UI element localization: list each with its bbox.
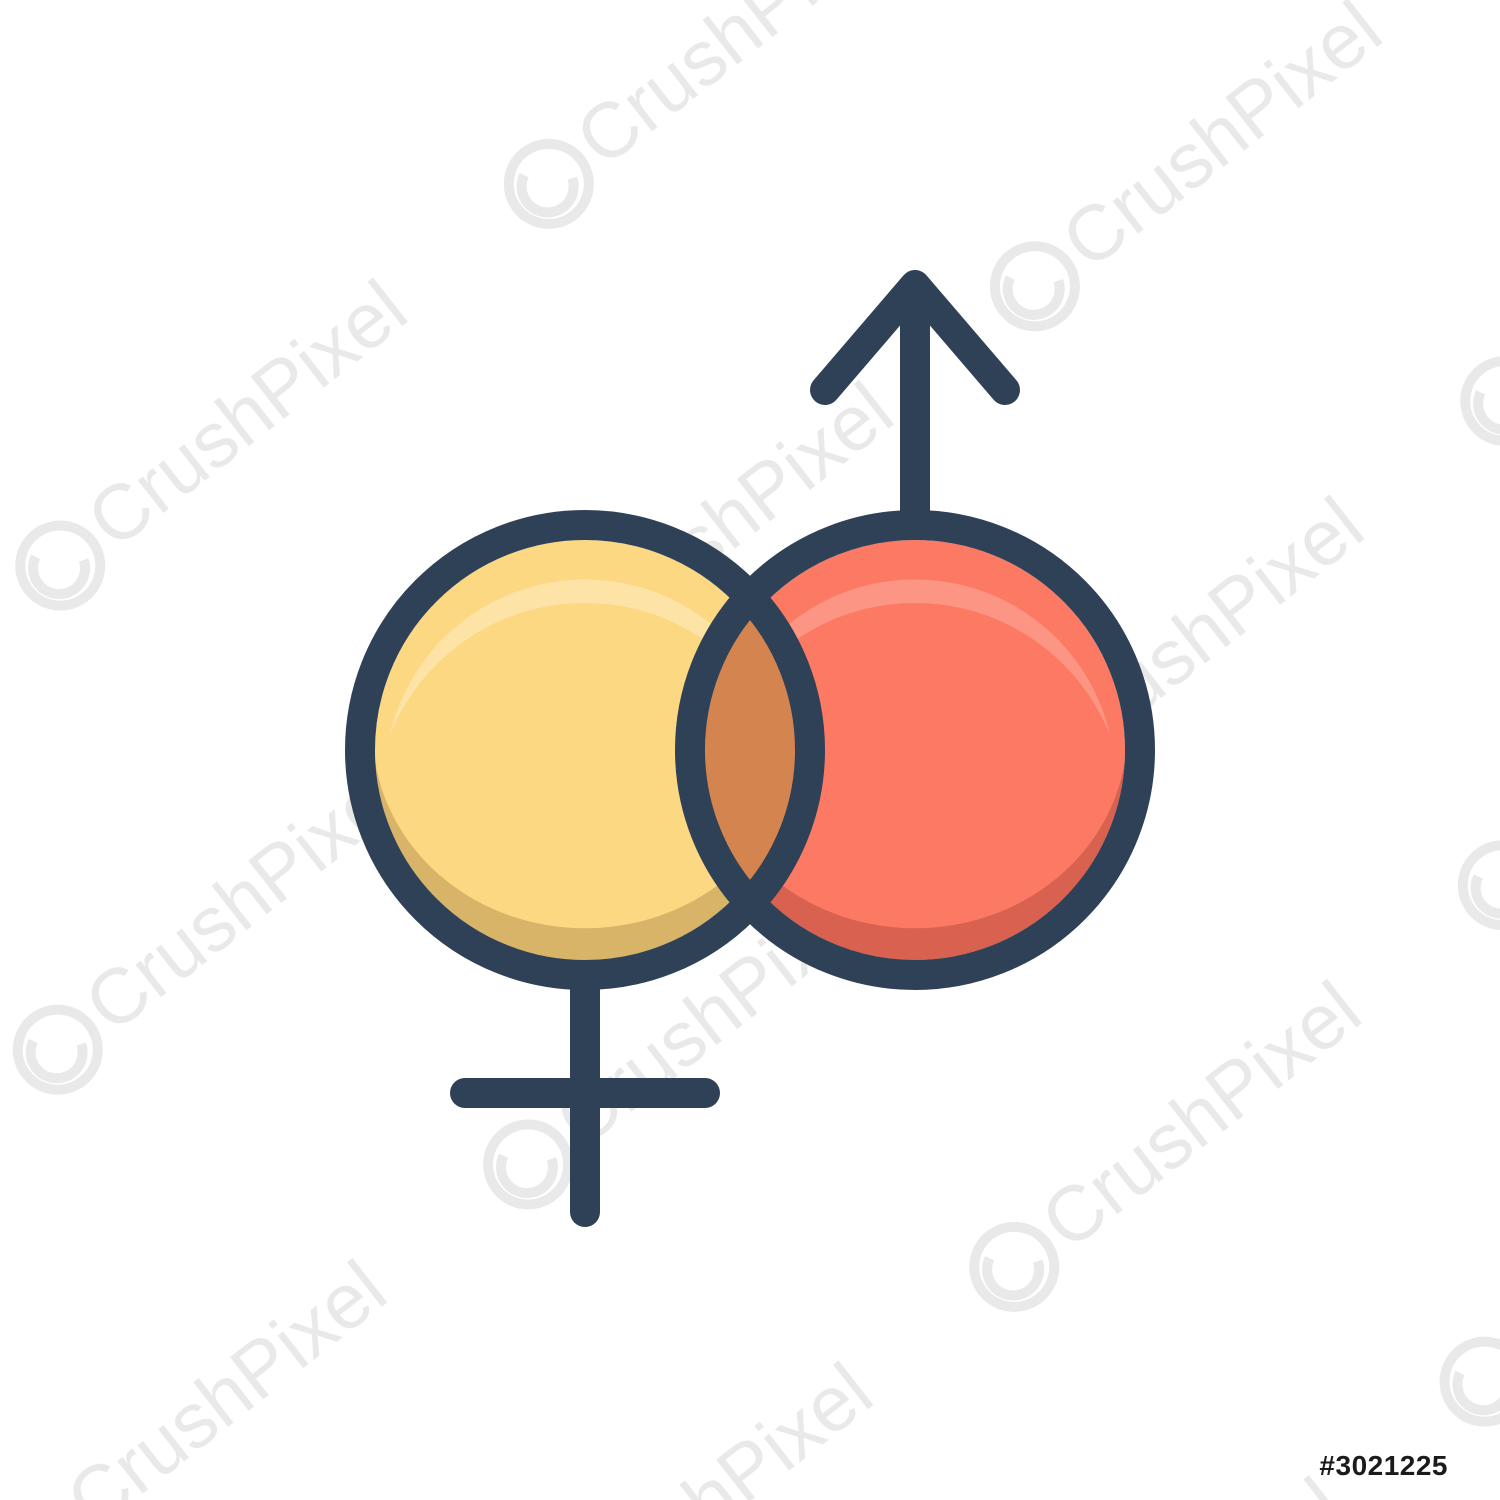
image-id-label: #3021225 <box>1319 1450 1448 1481</box>
male-circle-fill <box>705 540 1125 960</box>
male-arrow-head <box>810 270 1020 405</box>
female-circle-fill <box>375 540 795 960</box>
